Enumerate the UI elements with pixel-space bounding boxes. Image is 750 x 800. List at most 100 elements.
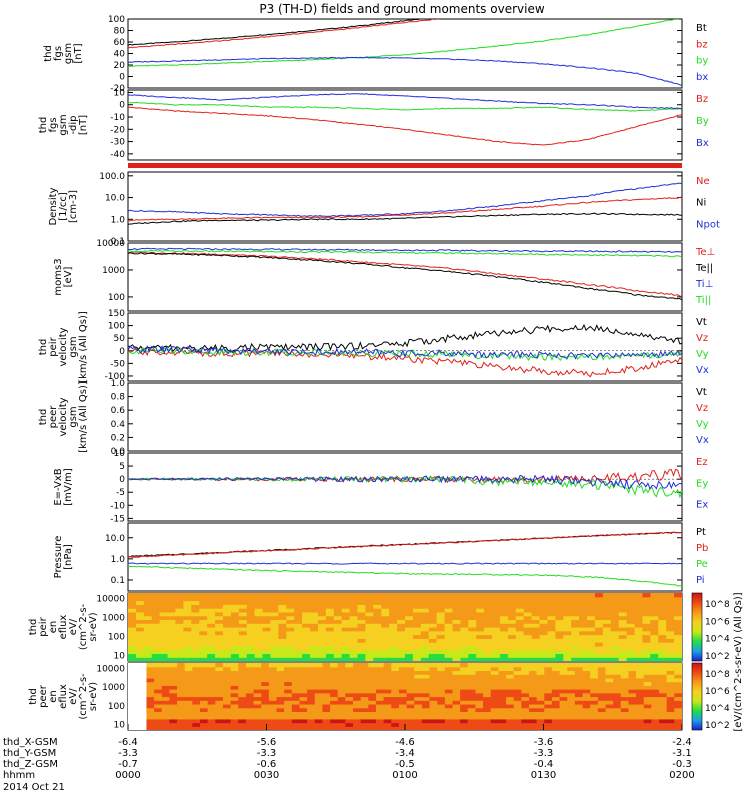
spectrogram-cell — [302, 600, 311, 605]
spectrogram-cell — [642, 645, 651, 651]
spectrogram-cell — [444, 689, 454, 694]
spectrogram-cell — [175, 600, 184, 605]
spectrogram-cell — [436, 593, 446, 598]
spectrogram-cell — [284, 670, 293, 675]
spectrogram-cell — [636, 715, 645, 720]
spectrogram-cell — [531, 657, 541, 661]
spectrogram-cell — [310, 645, 319, 651]
spectrogram-cell — [429, 689, 438, 694]
spectrogram-cell — [261, 707, 270, 712]
spectrogram-cell — [582, 726, 591, 730]
x-axis-value: 0030 — [254, 770, 279, 781]
spectrogram-cell — [406, 674, 415, 679]
spectrogram-cell — [230, 696, 239, 701]
spectrogram-cell — [215, 619, 224, 624]
spectrogram-cell — [192, 670, 201, 675]
spectrogram-cell — [650, 638, 659, 643]
spectrogram-cell — [230, 630, 240, 636]
spectrogram-cell — [286, 630, 295, 636]
spectrogram-cell — [460, 696, 469, 701]
y-axis-label-line: gsm — [68, 406, 79, 427]
spectrogram-cell — [278, 611, 287, 617]
spectrogram-cell — [468, 634, 477, 639]
spectrogram-cell — [192, 685, 201, 690]
spectrogram-cell — [222, 663, 232, 668]
y-tick-label: -20 — [110, 125, 125, 135]
spectrogram-cell — [151, 593, 161, 598]
spectrogram-cell — [207, 696, 216, 701]
spectrogram-cell — [270, 642, 279, 647]
spectrogram-cell — [146, 674, 155, 679]
spectrogram-cell — [468, 623, 477, 628]
spectrogram-cell — [506, 703, 515, 709]
spectrogram-cell — [135, 645, 145, 651]
spectrogram-cell — [428, 653, 438, 658]
spectrogram-cell — [605, 681, 614, 686]
spectrogram-cell — [381, 623, 390, 628]
spectrogram-cell — [262, 645, 272, 651]
spectrogram-cell — [594, 638, 604, 643]
spectrogram-cell — [483, 689, 492, 694]
spectrogram-cell — [154, 692, 163, 698]
spectrogram-cell — [559, 670, 568, 675]
colorbar-tick-label: 10^6 — [705, 687, 730, 697]
spectrogram-cell — [383, 718, 392, 724]
spectrogram-cell — [666, 642, 675, 647]
spectrogram-cell — [528, 711, 538, 716]
spectrogram-cell — [143, 634, 153, 639]
y-tick-label: 1000 — [102, 614, 125, 624]
spectrogram-cell — [246, 604, 256, 609]
spectrogram-cell — [317, 634, 327, 639]
spectrogram-cell — [215, 649, 224, 655]
colorbar — [691, 592, 703, 662]
spectrogram-cell — [276, 663, 285, 668]
spectrogram-cell — [128, 638, 137, 643]
spectrogram-cell — [307, 726, 316, 730]
spectrogram-cell — [460, 657, 469, 661]
spectrogram-cell — [276, 681, 285, 686]
spectrogram-cell — [414, 718, 423, 724]
spectrogram-cell — [523, 623, 533, 628]
spectrogram-cell — [484, 645, 493, 651]
spectrogram-cell — [498, 666, 507, 672]
spectrogram-cell — [177, 685, 186, 690]
spectrogram-cell — [597, 681, 607, 686]
spectrogram-cell — [307, 692, 316, 698]
spectrogram-cell — [620, 722, 630, 727]
spectrogram-cell — [643, 681, 652, 686]
spectrogram-cell — [268, 696, 278, 701]
spectrogram-cell — [310, 630, 319, 636]
spectrogram-cell — [567, 663, 576, 668]
spectrogram-cell — [169, 711, 178, 716]
spectrogram-cell — [666, 649, 675, 655]
spectrogram-cell — [291, 707, 301, 712]
spectrogram-cell — [531, 604, 541, 609]
spectrogram-cell — [215, 627, 224, 632]
y-tick-label: 20 — [114, 61, 126, 71]
spectrogram-cell — [222, 718, 232, 724]
spectrogram-cell — [597, 715, 607, 720]
spectrogram-cell — [506, 726, 515, 730]
spectrogram-cell — [650, 649, 659, 655]
spectrogram-cell — [452, 645, 461, 651]
spectrogram-cell — [177, 681, 186, 686]
spectrogram-cell — [184, 666, 193, 672]
spectrogram-cell — [310, 638, 319, 643]
spectrogram-cell — [594, 611, 604, 617]
spectrogram-cell — [597, 696, 607, 701]
spectrogram-cell — [291, 711, 301, 716]
spectrogram-cell — [674, 711, 682, 716]
spectrogram-cell — [405, 653, 414, 658]
spectrogram-cell — [579, 623, 588, 628]
spectrogram-cell — [368, 726, 377, 730]
spectrogram-cell — [307, 700, 316, 705]
spectrogram-cell — [636, 670, 645, 675]
spectrogram-cell — [154, 666, 163, 672]
spectrogram-cell — [506, 670, 515, 675]
spectrogram-cell — [169, 681, 178, 686]
series-line-Ez — [128, 468, 682, 485]
spectrogram-cell — [278, 604, 287, 609]
spectrogram-cell — [555, 623, 564, 628]
spectrogram-cell — [368, 677, 377, 683]
spectrogram-cell — [436, 630, 446, 636]
